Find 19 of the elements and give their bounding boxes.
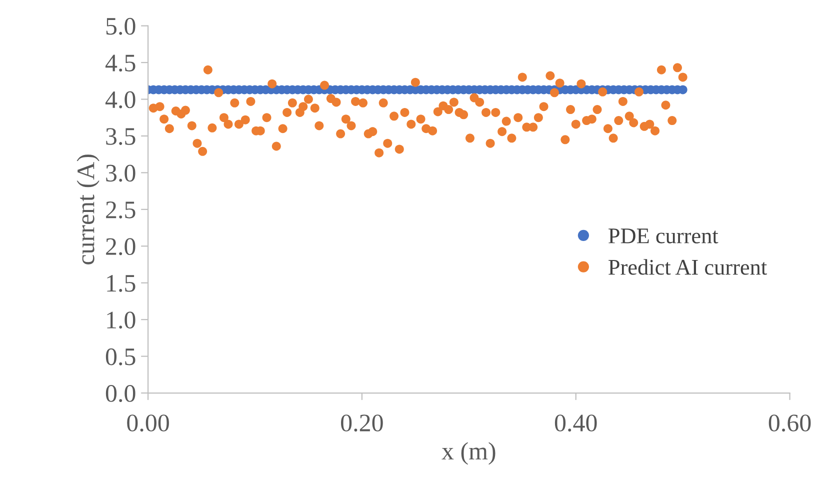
y-tick-label: 4.0 <box>105 91 136 108</box>
y-tick-label: 5.0 <box>106 18 136 35</box>
y-tick-label: 0.0 <box>106 385 136 402</box>
y-tick-label: 3.0 <box>106 164 136 182</box>
y-tick-label: 1.0 <box>107 312 136 329</box>
x-tick-label: 0.60 <box>768 414 811 432</box>
x-tick-label: 0.20 <box>341 414 383 432</box>
legend-label: Predict AI current <box>608 259 767 275</box>
legend-label: PDE current <box>608 228 718 244</box>
x-axis-title: x (m) <box>442 442 496 465</box>
y-tick-label: 3.5 <box>106 128 136 145</box>
y-tick-label: 4.5 <box>105 54 136 72</box>
x-tick-label: 0.40 <box>554 414 597 432</box>
x-tick-label: 0.00 <box>127 414 169 432</box>
y-tick-label: 2.5 <box>106 202 136 218</box>
y-tick-label: 2.0 <box>106 238 136 256</box>
y-tick-label: 1.5 <box>107 275 136 292</box>
y-tick-label: 0.5 <box>106 348 136 366</box>
y-axis-title: current (A) <box>76 154 100 264</box>
